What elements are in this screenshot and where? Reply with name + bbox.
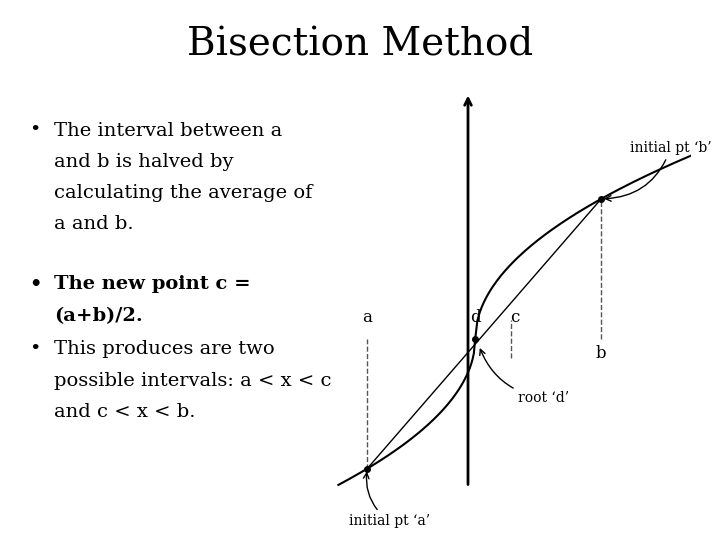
Text: a: a [362,309,372,326]
Text: and b is halved by: and b is halved by [54,153,233,171]
Text: b: b [596,345,606,362]
Text: possible intervals: a < x < c: possible intervals: a < x < c [54,372,331,389]
Text: Bisection Method: Bisection Method [187,27,533,64]
Text: d: d [470,309,480,326]
Text: (a+b)/2.: (a+b)/2. [54,307,143,325]
Text: a and b.: a and b. [54,215,134,233]
Text: root ‘d’: root ‘d’ [480,349,570,405]
Text: •: • [29,275,41,293]
Text: The interval between a: The interval between a [54,122,282,139]
Text: •: • [29,340,40,358]
Text: This produces are two: This produces are two [54,340,274,358]
Text: and c < x < b.: and c < x < b. [54,403,196,421]
Text: The new point c =: The new point c = [54,275,251,293]
Text: initial pt ‘a’: initial pt ‘a’ [349,473,431,529]
Text: calculating the average of: calculating the average of [54,184,312,202]
Text: •: • [29,122,40,139]
Text: c: c [510,309,520,326]
Text: initial pt ‘b’: initial pt ‘b’ [606,140,711,201]
